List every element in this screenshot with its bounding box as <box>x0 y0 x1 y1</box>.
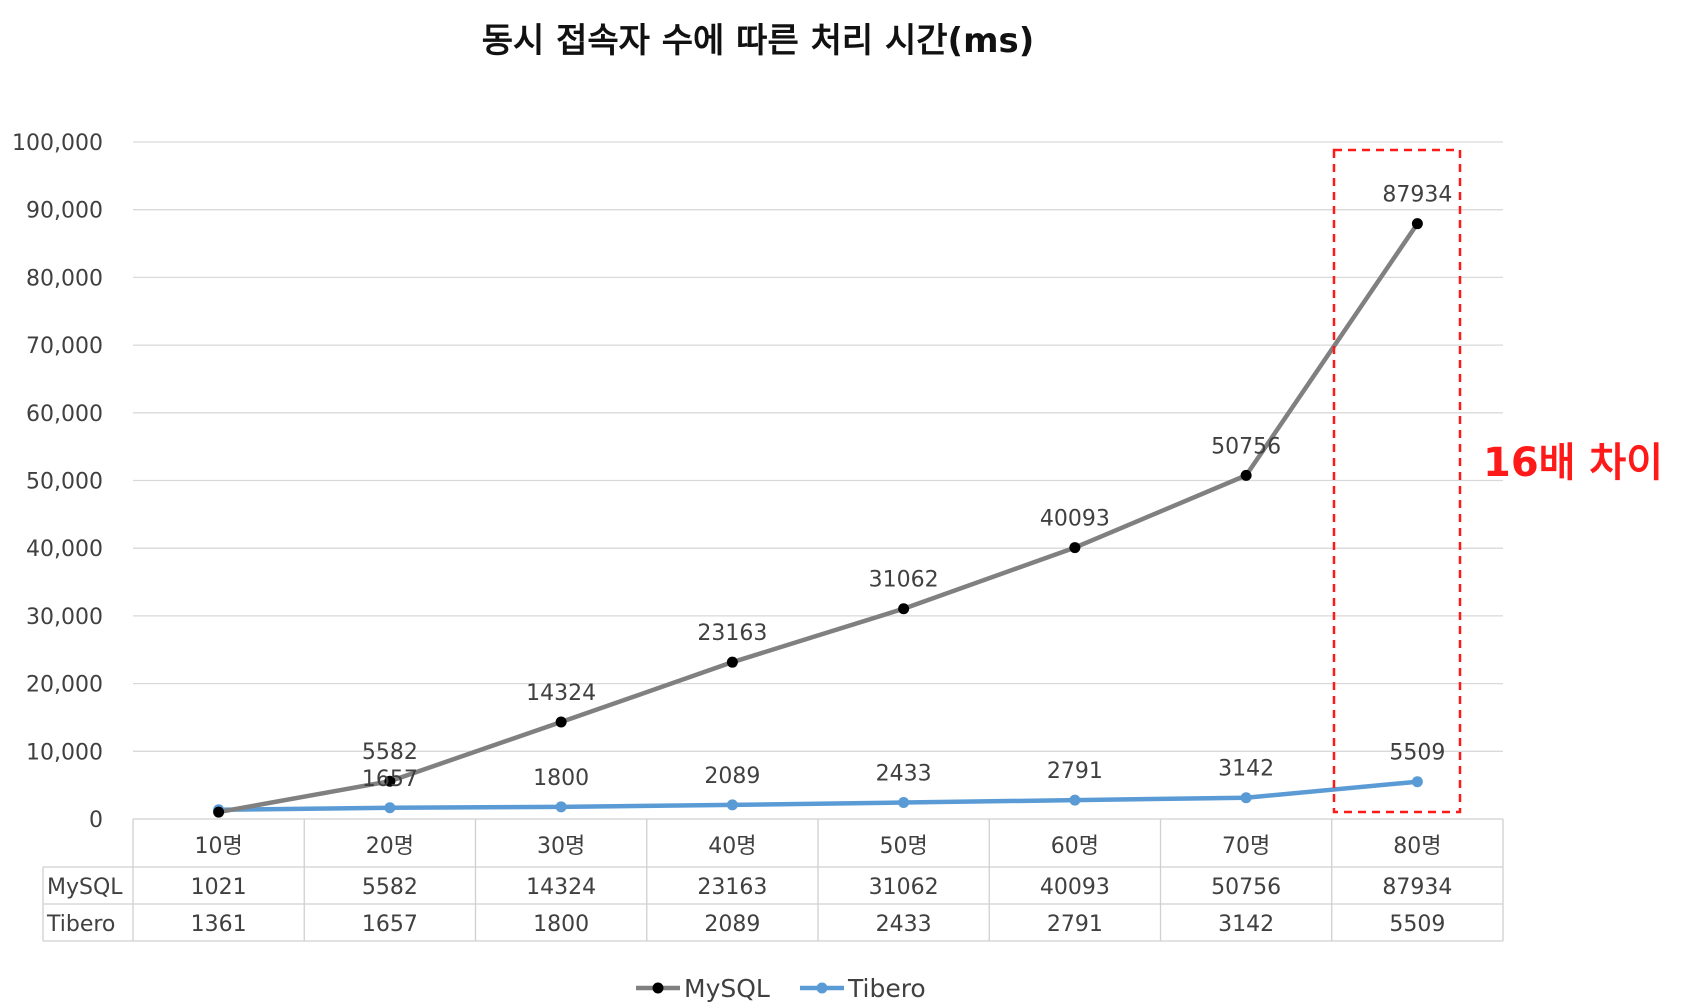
data-label-mysql: 40093 <box>1040 507 1110 532</box>
table-cell: 5582 <box>362 875 418 900</box>
data-label-mysql: 5582 <box>362 740 418 765</box>
y-tick-label: 70,000 <box>26 334 103 359</box>
data-label-mysql: 14324 <box>526 681 596 706</box>
data-label-tibero: 2433 <box>876 762 932 787</box>
data-point-mysql <box>1240 469 1252 481</box>
table-cell: 5509 <box>1389 912 1445 937</box>
annotation-text: 16배 차이 <box>1483 440 1663 486</box>
table-cell: 14324 <box>526 875 596 900</box>
series-line-mysql <box>216 221 1420 815</box>
legend-label-tibero: Tibero <box>847 974 926 1003</box>
data-label-tibero: 2791 <box>1047 759 1103 784</box>
category-label: 20명 <box>366 834 414 859</box>
table-cell: 1657 <box>362 912 418 937</box>
table-cell: 2791 <box>1047 912 1103 937</box>
chart-title: 동시 접속자 수에 따른 처리 시간(ms) <box>482 21 1035 61</box>
category-label: 30명 <box>537 834 585 859</box>
table-cell: 31062 <box>869 875 939 900</box>
legend-marker-tibero <box>816 982 828 994</box>
data-point-tibero <box>384 802 396 814</box>
table-cell: 2433 <box>876 912 932 937</box>
y-tick-label: 100,000 <box>12 131 103 156</box>
y-axis-ticks: 0 10,000 20,000 30,000 40,000 50,000 60,000 70,… <box>12 131 103 833</box>
table-cell: 1021 <box>191 875 247 900</box>
table-cell: 40093 <box>1040 875 1110 900</box>
category-label: 80명 <box>1393 834 1441 859</box>
data-point-mysql <box>1411 218 1423 230</box>
annotation-box <box>1332 148 1462 814</box>
data-point-mysql <box>213 806 225 818</box>
legend-label-mysql: MySQL <box>684 974 770 1003</box>
data-point-tibero <box>1240 792 1252 804</box>
table-cell: 23163 <box>697 875 767 900</box>
data-point-mysql <box>898 603 910 615</box>
y-tick-label: 0 <box>89 808 103 833</box>
table-series-name: MySQL <box>47 875 123 900</box>
series-lines <box>216 221 1420 815</box>
data-label-tibero: 3142 <box>1218 757 1274 782</box>
category-label: 10명 <box>195 834 243 859</box>
data-label-mysql: 31062 <box>869 568 939 593</box>
y-tick-label: 40,000 <box>26 537 103 562</box>
table-cell: 2089 <box>704 912 760 937</box>
data-point-mysql <box>384 775 396 787</box>
legend: MySQL Tibero <box>636 974 926 1003</box>
data-label-tibero: 2089 <box>704 764 760 789</box>
data-label-tibero: 5509 <box>1389 741 1445 766</box>
y-tick-label: 50,000 <box>26 470 103 495</box>
table-cell: 1361 <box>191 912 247 937</box>
category-label: 70명 <box>1222 834 1270 859</box>
legend-marker-mysql <box>652 982 664 994</box>
data-label-mysql: 23163 <box>697 621 767 646</box>
series-points <box>213 218 1423 818</box>
category-label: 40명 <box>708 834 756 859</box>
data-point-mysql <box>1069 542 1081 554</box>
data-label-mysql: 87934 <box>1382 183 1452 208</box>
data-point-tibero <box>555 801 567 813</box>
data-point-mysql <box>726 656 738 668</box>
y-tick-label: 80,000 <box>26 266 103 291</box>
data-point-tibero <box>1069 794 1081 806</box>
gridlines <box>133 141 1503 752</box>
category-label: 60명 <box>1051 834 1099 859</box>
data-label-tibero: 1657 <box>362 767 418 792</box>
data-table: 10명 20명 30명 40명 50명 60명 70명 80명 MySQL 1021 5582 143… <box>42 818 1504 942</box>
y-tick-label: 20,000 <box>26 673 103 698</box>
data-label-tibero: 1800 <box>533 766 589 791</box>
data-point-tibero <box>898 797 910 809</box>
table-cell: 87934 <box>1382 875 1452 900</box>
annotation: 16배 차이 <box>1332 148 1663 814</box>
table-cell: 3142 <box>1218 912 1274 937</box>
y-tick-label: 60,000 <box>26 402 103 427</box>
table-cell: 50756 <box>1211 875 1281 900</box>
series-line-tibero <box>216 779 1420 813</box>
y-tick-label: 10,000 <box>26 740 103 765</box>
y-tick-label: 30,000 <box>26 605 103 630</box>
data-point-tibero <box>1411 776 1423 788</box>
category-label: 50명 <box>880 834 928 859</box>
data-point-mysql <box>555 716 567 728</box>
y-tick-label: 90,000 <box>26 199 103 224</box>
data-labels: 5582 14324 23163 31062 40093 50756 87934 1657 18… <box>362 183 1453 792</box>
table-series-name: Tibero <box>46 912 115 937</box>
table-cell: 1800 <box>533 912 589 937</box>
data-label-mysql: 50756 <box>1211 434 1281 459</box>
data-point-tibero <box>726 799 738 811</box>
